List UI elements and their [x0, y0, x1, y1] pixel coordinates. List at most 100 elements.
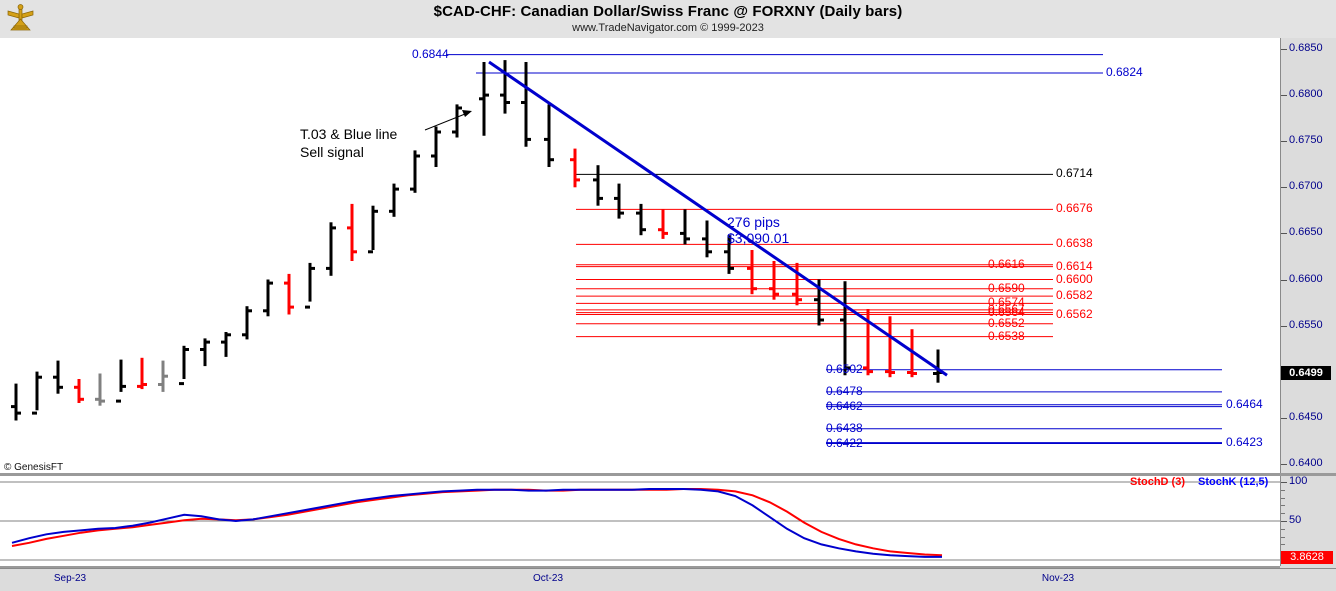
- price-label-right: 0.6824: [1106, 65, 1143, 79]
- price-label-left: 0.6844: [412, 46, 449, 61]
- ohlc-bar: [221, 332, 231, 357]
- legend-stochd[interactable]: StochD (3): [1130, 476, 1185, 488]
- x-axis[interactable]: Sep-23 Oct-23 Nov-23: [0, 568, 1336, 591]
- indicator-minor-tick: [1281, 528, 1285, 530]
- price-tick-label: 0.6400: [1289, 456, 1323, 469]
- price-label-inner: 0.6567: [988, 301, 1025, 316]
- annotation-dollars: $3,090.01: [727, 230, 790, 246]
- price-label-inner: 0.6552: [988, 315, 1025, 330]
- price-label-inner: 0.6538: [988, 328, 1025, 343]
- price-label-right: 0.6614: [1056, 258, 1093, 273]
- stochastic-svg: [0, 481, 1280, 561]
- price-chart-svg: [11, 54, 1222, 444]
- price-label-right: 0.6638: [1056, 236, 1093, 251]
- downtrend-line[interactable]: [488, 60, 948, 377]
- indicator-tick: [1281, 482, 1287, 483]
- ohlc-bar: [747, 250, 757, 295]
- price-tick: [1281, 417, 1287, 419]
- indicator-minor-tick: [1281, 505, 1285, 507]
- ohlc-bar: [410, 150, 420, 193]
- ohlc-bar: [368, 205, 378, 254]
- price-tick-label: 0.6750: [1289, 134, 1323, 147]
- ohlc-bar: [885, 316, 895, 378]
- price-label-right: 0.6714: [1056, 166, 1093, 181]
- price-label-left: 0.6478: [826, 383, 863, 398]
- price-label-right: 0.6562: [1056, 306, 1093, 321]
- ohlc-bar: [11, 383, 21, 421]
- ohlc-bar: [53, 360, 63, 394]
- indicator-minor-tick: [1281, 513, 1285, 515]
- price-label-right: 0.6582: [1056, 288, 1093, 303]
- ohlc-bar: [74, 379, 84, 403]
- price-tick: [1281, 325, 1287, 327]
- indicator-minor-tick: [1281, 489, 1285, 491]
- indicator-tick-label: 100: [1289, 475, 1308, 487]
- ohlc-bar: [614, 183, 624, 219]
- x-axis-label: Sep-23: [53, 573, 87, 584]
- page-subtitle: www.TradeNavigator.com © 1999-2023: [572, 22, 764, 34]
- pane-separator: [0, 473, 1336, 476]
- chart-header: $CAD-CHF: Canadian Dollar/Swiss Franc @ …: [0, 0, 1336, 38]
- ohlc-bar: [680, 209, 690, 245]
- price-tick-label: 0.6600: [1289, 272, 1323, 285]
- surveying-transit-icon: [7, 4, 34, 31]
- price-tick: [1281, 463, 1287, 465]
- ohlc-bar: [179, 345, 189, 386]
- price-tick-label: 0.6850: [1289, 42, 1323, 55]
- price-axis[interactable]: 0.6850 0.6800 0.6750 0.6700 0.6650 0.6600 0.65…: [1280, 38, 1336, 473]
- price-label-left: 0.6422: [826, 435, 863, 450]
- ohlc-bar: [636, 203, 646, 236]
- annotation-sell-signal-line1: T.03 & Blue line: [300, 126, 398, 142]
- price-label-inner: 0.6590: [988, 280, 1025, 295]
- price-label-left: 0.6502: [826, 361, 863, 376]
- ohlc-bar: [907, 329, 917, 378]
- ohlc-bar: [326, 222, 336, 276]
- ohlc-bar: [792, 262, 802, 306]
- ohlc-bar: [702, 220, 712, 258]
- ohlc-bar: [452, 104, 462, 138]
- indicator-minor-tick: [1281, 544, 1285, 546]
- price-label-right: 0.6464: [1226, 396, 1263, 411]
- price-label-right: 0.6676: [1056, 201, 1093, 216]
- ohlc-bar: [479, 62, 489, 136]
- current-indicator-badge: 3.8628: [1281, 551, 1333, 564]
- current-price-badge: 0.6499: [1281, 365, 1331, 380]
- ohlc-bar: [521, 62, 531, 147]
- price-chart-pane[interactable]: 0.6844 0.6502 0.6478 0.6462 0.6438 0.6422 0.68…: [0, 38, 1280, 473]
- ohlc-bar: [347, 203, 357, 261]
- ohlc-bar: [263, 279, 273, 317]
- ohlc-bar: [389, 183, 399, 217]
- x-axis-label: Oct-23: [532, 573, 564, 584]
- price-label-right: 0.6423: [1226, 434, 1263, 449]
- annotation-sell-signal-line2: Sell signal: [300, 144, 364, 160]
- annotation-arrow: [424, 110, 472, 131]
- price-tick: [1281, 141, 1287, 143]
- ohlc-bar: [158, 360, 168, 392]
- indicator-bottom-border: [0, 566, 1336, 568]
- price-tick-label: 0.6650: [1289, 226, 1323, 239]
- ohlc-bar: [305, 262, 315, 309]
- ohlc-bar: [242, 306, 252, 340]
- price-label-inner: 0.6616: [988, 256, 1025, 271]
- price-tick: [1281, 95, 1287, 97]
- legend-stochk[interactable]: StochK (12,5): [1198, 476, 1269, 488]
- ohlc-bar: [431, 126, 441, 167]
- stochk-line: [11, 488, 942, 558]
- price-tick: [1281, 187, 1287, 189]
- x-axis-label: Nov-23: [1041, 573, 1075, 584]
- price-tick-label: 0.6450: [1289, 410, 1323, 423]
- ohlc-bar: [32, 371, 42, 415]
- stochastic-pane[interactable]: [0, 476, 1280, 566]
- indicator-tick: [1281, 521, 1287, 522]
- ohlc-bar: [658, 209, 668, 239]
- ohlc-bar: [95, 373, 105, 406]
- ohlc-bar: [284, 273, 294, 315]
- genesisft-watermark: © GenesisFT: [4, 462, 64, 473]
- ohlc-bar: [724, 235, 734, 274]
- ohlc-bar: [500, 60, 510, 114]
- price-label-inner: 0.6564: [988, 304, 1025, 319]
- ohlc-bar: [570, 148, 580, 188]
- ohlc-bar: [840, 281, 850, 376]
- price-tick-label: 0.6550: [1289, 318, 1323, 331]
